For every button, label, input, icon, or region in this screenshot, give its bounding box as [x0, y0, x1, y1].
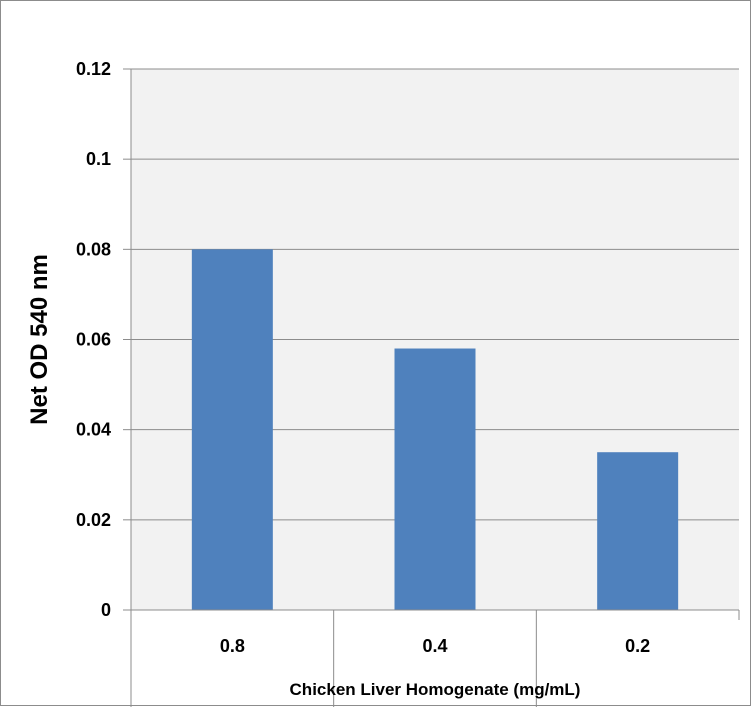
- x-tick-label: 0.4: [422, 636, 447, 656]
- axes: [130, 69, 740, 707]
- y-tick-label: 0.08: [76, 239, 111, 259]
- y-tick-labels: 0 0.02 0.04 0.06 0.08 0.1 0.12: [76, 59, 111, 620]
- x-tick-labels: 0.8 0.4 0.2: [220, 636, 650, 656]
- bar-0.8: [191, 249, 273, 611]
- y-tick-label: 0: [101, 600, 111, 620]
- x-tick-label: 0.2: [625, 636, 650, 656]
- y-tick-label: 0.1: [86, 149, 111, 169]
- y-tick-label: 0.04: [76, 420, 111, 440]
- bar-0.4: [394, 348, 476, 610]
- y-tick-label: 0.06: [76, 330, 111, 350]
- bars: [191, 249, 679, 611]
- x-tick-label: 0.8: [220, 636, 245, 656]
- bar-0.2: [597, 452, 679, 610]
- y-tick-label: 0.12: [76, 59, 111, 79]
- y-axis-title: Net OD 540 nm: [26, 254, 53, 425]
- x-axis-title: Chicken Liver Homogenate (mg/mL): [290, 680, 581, 699]
- y-tick-label: 0.02: [76, 510, 111, 530]
